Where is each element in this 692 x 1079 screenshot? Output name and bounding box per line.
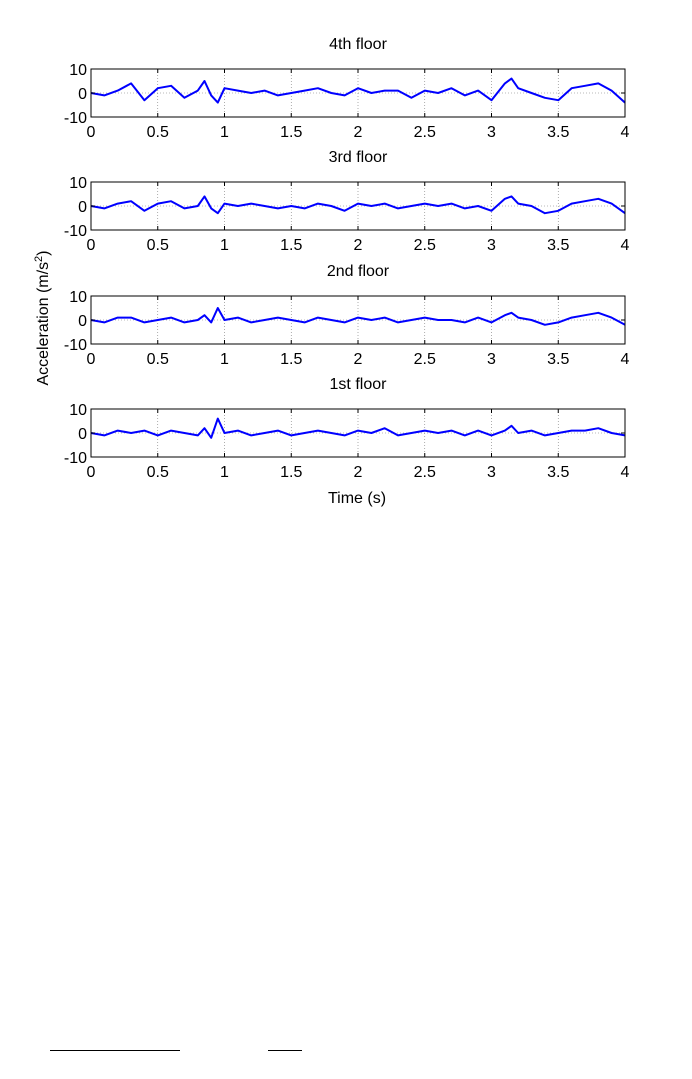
series-line — [90, 77, 626, 104]
y-tick-label: 10 — [69, 402, 87, 419]
x-tick-label: 4 — [621, 464, 630, 481]
y-tick-label: 10 — [69, 289, 87, 306]
footnote-rule-left — [50, 1050, 180, 1051]
y-tick-label: 0 — [78, 86, 87, 103]
x-tick-label: 3 — [487, 464, 496, 481]
x-tick-label: 1 — [220, 237, 229, 254]
x-tick-label: 0.5 — [147, 464, 169, 481]
subplot-title: 2nd floor — [327, 263, 390, 280]
x-tick-label: 3 — [487, 124, 496, 141]
x-tick-label: 3.5 — [547, 124, 569, 141]
series-line — [90, 195, 626, 215]
x-tick-label: 3.5 — [547, 351, 569, 368]
x-tick-label: 0.5 — [147, 237, 169, 254]
x-tick-label: 1 — [220, 124, 229, 141]
footnote-rule-right — [268, 1050, 302, 1051]
x-tick-label: 0 — [87, 351, 96, 368]
y-tick-label: 0 — [78, 313, 87, 330]
y-axis-label: Acceleration (m/s2) — [33, 250, 52, 385]
x-tick-label: 3.5 — [547, 464, 569, 481]
x-tick-label: 2 — [354, 237, 363, 254]
y-tick-label: 10 — [69, 62, 87, 79]
x-tick-label: 2 — [354, 464, 363, 481]
x-tick-label: 1 — [220, 351, 229, 368]
x-tick-label: 1.5 — [280, 351, 302, 368]
x-tick-label: 0 — [87, 124, 96, 141]
x-tick-label: 2.5 — [414, 351, 436, 368]
x-tick-label: 4 — [621, 124, 630, 141]
x-tick-label: 0 — [87, 237, 96, 254]
x-tick-label: 0 — [87, 464, 96, 481]
y-tick-label: 10 — [69, 175, 87, 192]
x-tick-label: 4 — [621, 351, 630, 368]
x-tick-label: 2 — [354, 124, 363, 141]
x-tick-label: 0.5 — [147, 351, 169, 368]
series-line — [90, 307, 626, 326]
x-tick-label: 2.5 — [414, 464, 436, 481]
x-tick-label: 2 — [354, 351, 363, 368]
y-tick-label: -10 — [64, 450, 87, 467]
subplot-title: 1st floor — [330, 376, 388, 393]
y-tick-label: -10 — [64, 110, 87, 127]
y-tick-label: 0 — [78, 199, 87, 216]
y-tick-label: -10 — [64, 223, 87, 240]
x-tick-label: 3 — [487, 351, 496, 368]
x-tick-label: 1.5 — [280, 464, 302, 481]
x-tick-label: 1.5 — [280, 237, 302, 254]
x-tick-label: 2.5 — [414, 237, 436, 254]
subplot-title: 4th floor — [329, 36, 387, 53]
y-tick-label: 0 — [78, 426, 87, 443]
x-tick-label: 0.5 — [147, 124, 169, 141]
x-tick-label: 2.5 — [414, 124, 436, 141]
x-tick-label: 3.5 — [547, 237, 569, 254]
x-tick-label: 1.5 — [280, 124, 302, 141]
y-tick-label: -10 — [64, 337, 87, 354]
x-tick-label: 1 — [220, 464, 229, 481]
x-tick-label: 3 — [487, 237, 496, 254]
x-tick-label: 4 — [621, 237, 630, 254]
subplot-title: 3rd floor — [329, 149, 388, 166]
x-axis-label: Time (s) — [328, 490, 386, 507]
series-line — [90, 417, 626, 439]
